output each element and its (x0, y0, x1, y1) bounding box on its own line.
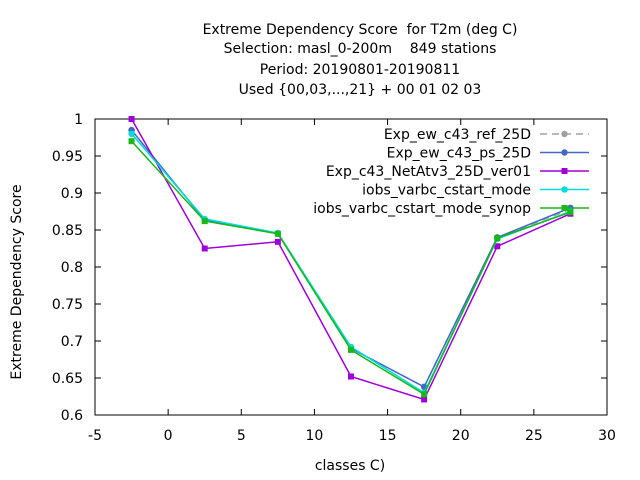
x-tick-label: 0 (164, 428, 173, 444)
legend-label: Exp_ew_c43_ref_25D (384, 127, 531, 143)
y-tick-label: 0.95 (52, 149, 83, 165)
legend-item-5: iobs_varbc_cstart_mode_synop (313, 201, 589, 217)
y-axis-label: Extreme Dependency Score (9, 184, 25, 380)
data-point (561, 130, 568, 138)
legend-item-4: iobs_varbc_cstart_mode (362, 183, 589, 199)
x-tick-label: 10 (306, 428, 324, 444)
series-layer (128, 116, 574, 403)
legend-label: Exp_c43_NetAtv3_25D_ver01 (326, 164, 531, 180)
y-tick-label: 1 (74, 112, 83, 128)
chart-title-line-3: Period: 20190801-20190811 (259, 62, 461, 78)
x-tick-label: 25 (525, 428, 543, 444)
legend: Exp_ew_c43_ref_25D Exp_ew_c43_ps_25D Exp_c… (313, 127, 589, 217)
data-point (494, 235, 501, 242)
x-tick-label: -5 (88, 428, 102, 444)
x-tick-label: 30 (598, 428, 616, 444)
x-axis-label: classes C) (314, 458, 386, 474)
y-tick-label: 0.85 (52, 223, 83, 239)
data-point (274, 238, 281, 245)
axis-ticks: -5 0 5 10 15 20 25 30 0.6 0.65 0.7 0.75 0.8 0.85 0.9 0.… (52, 112, 616, 444)
data-point (561, 149, 568, 156)
legend-item-3: Exp_c43_NetAtv3_25D_ver01 (326, 164, 589, 180)
legend-label: Exp_ew_c43_ps_25D (387, 146, 531, 162)
data-point (567, 209, 574, 216)
y-tick-label: 0.65 (52, 371, 83, 387)
data-point (128, 130, 135, 137)
chart-title-line-2: Selection: masl_0-200m 849 stations (223, 41, 497, 57)
y-tick-label: 0.9 (61, 186, 83, 202)
data-point (561, 205, 568, 211)
data-point (561, 168, 568, 174)
data-point (128, 116, 135, 122)
x-tick-label: 15 (379, 428, 397, 444)
y-tick-label: 0.8 (61, 260, 83, 276)
chart-title-line-1: Extreme Dependency Score for T2m (deg C) (202, 22, 518, 38)
data-point (494, 243, 501, 250)
x-tick-label: 5 (237, 428, 246, 444)
chart-title-line-4: Used {00,03,...,21} + 00 01 02 03 (238, 82, 482, 98)
x-tick-label: 20 (452, 428, 470, 444)
data-point (561, 186, 568, 193)
legend-label: iobs_varbc_cstart_mode_synop (313, 201, 531, 217)
data-point (348, 373, 354, 380)
data-point (421, 391, 428, 398)
legend-label: iobs_varbc_cstart_mode (362, 183, 531, 199)
data-point (348, 346, 354, 353)
data-point (201, 245, 208, 252)
y-tick-label: 0.6 (61, 408, 83, 424)
data-point (421, 396, 428, 403)
y-tick-label: 0.7 (61, 334, 83, 350)
y-tick-label: 0.75 (52, 297, 83, 313)
legend-item-2: Exp_ew_c43_ps_25D (387, 146, 589, 162)
data-point (201, 218, 208, 225)
legend-item-1: Exp_ew_c43_ref_25D (384, 127, 589, 143)
data-point (274, 230, 281, 237)
data-point (128, 138, 135, 145)
series-5 (128, 138, 574, 398)
